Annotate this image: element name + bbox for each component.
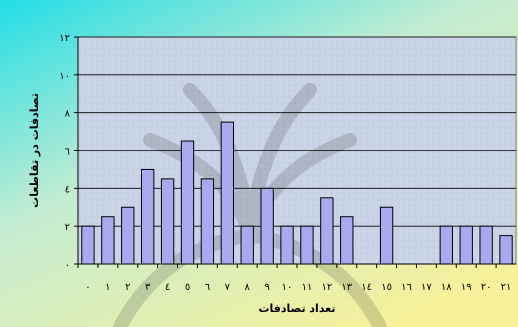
x-tick-label: ١٩ [461, 282, 472, 293]
bar [479, 225, 493, 265]
bar [121, 206, 135, 265]
x-tick-label: ١٣ [341, 282, 352, 293]
x-tick-label: ٣ [145, 282, 151, 293]
x-tick-label: ١٠ [282, 282, 293, 293]
x-tick-label: ٠ [85, 282, 90, 293]
bar [459, 225, 473, 265]
bar [439, 225, 453, 265]
x-axis-label: تعداد تصادفات [258, 302, 335, 315]
y-tick-label: ١٠ [59, 71, 70, 82]
x-tick-label: ١٦ [401, 282, 412, 293]
axes [74, 36, 516, 268]
bar [300, 225, 314, 265]
y-tick-label: ٤ [65, 184, 70, 195]
x-tick-label: ١٢ [321, 282, 332, 293]
x-tick-labels: ٠ ١ ٢ ٣ ٤ ٥ ٦ ٧ ٨ ٩ ١٠ ١١ ١٢ ١٣ ١٤ ١٥ ١٦ ١٧ ١٨ ١٩ ٢٠ ٢١ [85, 282, 511, 293]
x-tick-label: ٦ [205, 282, 210, 293]
y-tick-label: ٢ [65, 222, 70, 233]
bar [180, 140, 195, 265]
x-tick-label: ٤ [165, 282, 170, 293]
x-tick-label: ٢٠ [481, 282, 492, 293]
y-tick-label: ٦ [65, 147, 70, 158]
y-tick-label: ١٢ [59, 33, 70, 44]
bar [81, 225, 95, 265]
x-tick-label: ١٧ [421, 282, 432, 293]
bar [260, 187, 274, 265]
bar [320, 197, 334, 265]
x-tick-label: ٩ [264, 282, 269, 293]
y-axis-label: تصادفات در تقاطعات [28, 93, 41, 208]
bar [220, 121, 234, 265]
bar [141, 168, 155, 265]
bar [240, 225, 254, 265]
bar [340, 216, 354, 265]
x-tick-label: ٧ [225, 282, 231, 293]
bars [81, 121, 513, 265]
y-tick-labels: ٠ ٢ ٤ ٦ ٨ ١٠ ١٢ [59, 33, 70, 271]
y-tick-label: ٨ [65, 109, 71, 120]
bar [280, 225, 294, 265]
x-tick-label: ١١ [302, 282, 313, 293]
x-tick-label: ١٤ [361, 282, 372, 293]
x-tick-label: ١٨ [441, 282, 452, 293]
x-tick-label: ٢ [125, 282, 130, 293]
x-tick-label: ١٥ [381, 282, 392, 293]
x-tick-label: ١ [105, 282, 110, 293]
bar [499, 235, 513, 265]
bar [101, 216, 115, 265]
bar [160, 178, 175, 265]
x-tick-label: ٢١ [501, 282, 512, 293]
x-tick-label: ٥ [185, 282, 190, 293]
y-tick-label: ٠ [65, 260, 70, 271]
x-tick-label: ٨ [245, 282, 251, 293]
bar [200, 178, 215, 265]
bar [379, 206, 394, 265]
